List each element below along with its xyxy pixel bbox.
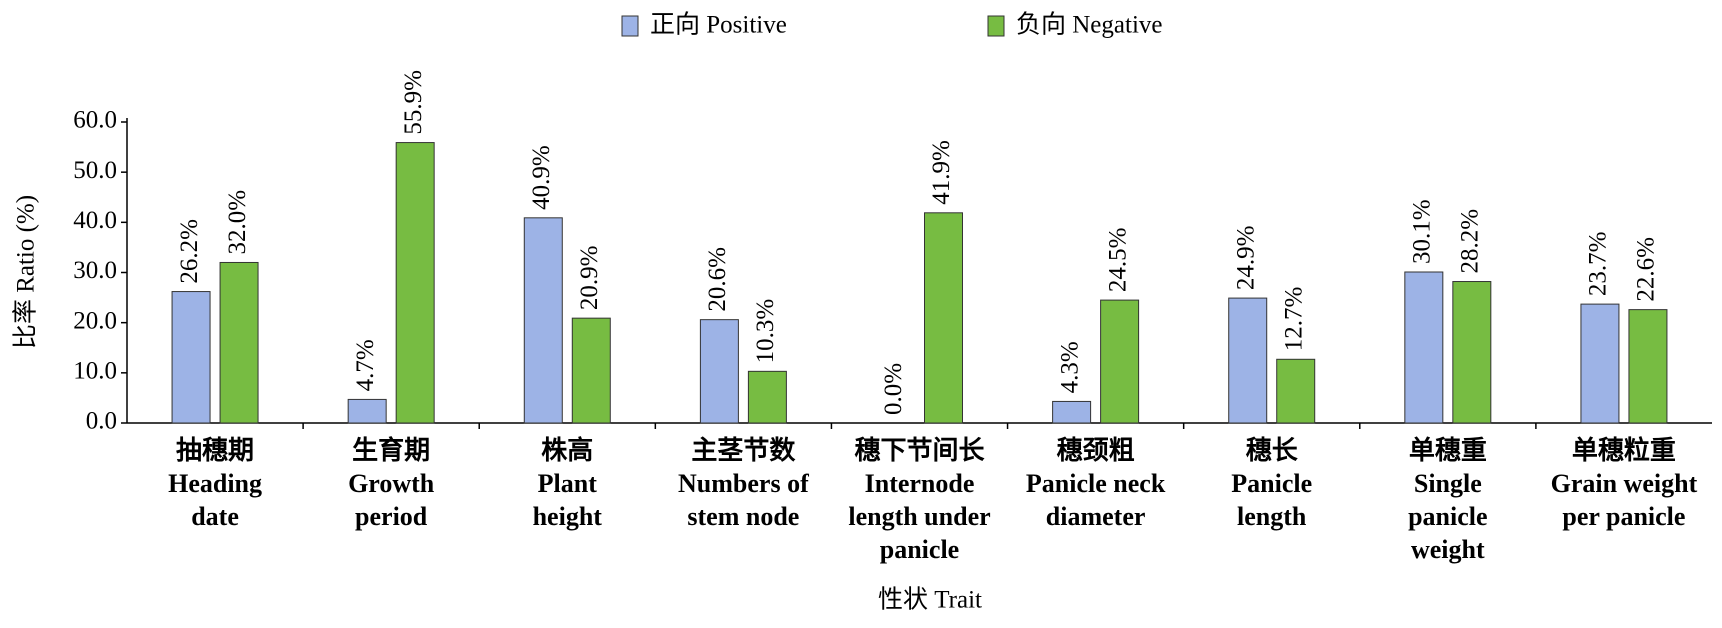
value-label: 22.6% [1633,237,1660,302]
x-tick-label: 穗下节间长 [854,436,985,465]
value-label: 24.9% [1232,226,1259,291]
y-tick-label: 40.0 [73,207,117,234]
bar [395,142,435,424]
x-tick-label: 抽穗期 [176,436,254,465]
value-label: 28.2% [1457,209,1484,274]
value-label: 23.7% [1585,232,1612,297]
x-tick-label: 株高 [541,435,593,465]
value-label: 41.9% [928,140,955,205]
x-axis-title: 性状 Trait [878,586,982,614]
legend-swatch [621,15,639,37]
x-tick-label: Single [1414,469,1482,498]
value-label: 55.9% [400,70,427,135]
x-tick-label: 单穗重 [1409,436,1487,465]
value-label: 12.7% [1280,287,1307,352]
bar [347,398,387,424]
value-label: 20.9% [576,246,603,311]
x-tick-label: panicle [1408,502,1487,531]
value-label: 40.9% [528,145,555,210]
x-tick-label: weight [1411,535,1485,564]
x-tick-label: Internode [865,469,975,498]
x-tick-label: length under [848,502,990,531]
y-tick-label: 20.0 [73,307,117,334]
x-tick-label: length [1237,502,1307,531]
x-tick-label: date [191,502,239,531]
bar [924,212,963,424]
value-label: 30.1% [1409,199,1436,264]
bar [1100,299,1140,424]
value-label: 26.2% [176,219,203,284]
bar [171,291,211,424]
bar [571,317,611,424]
x-tick-label: Panicle neck [1026,469,1166,498]
bar [1452,281,1492,424]
x-tick-label: 生育期 [352,435,430,465]
y-tick-label: 30.0 [73,257,117,284]
y-tick-label: 10.0 [73,358,117,385]
x-tick-label: period [355,502,428,531]
value-label: 4.7% [352,339,379,391]
bar [523,217,563,424]
legend-label: 正向 Positive [650,11,787,39]
value-label: 0.0% [880,363,907,415]
value-label: 32.0% [224,190,251,255]
x-tick-label: Plant [538,469,598,498]
bar [219,261,259,424]
x-tick-label: panicle [880,535,959,564]
x-tick-label: Heading [168,469,262,498]
x-tick-label: 穗长 [1246,436,1299,465]
bar [699,319,739,424]
x-tick-label: Growth [348,469,435,498]
x-tick-label: stem node [687,502,799,531]
value-label: 24.5% [1104,228,1131,293]
y-tick-label: 50.0 [73,157,117,184]
bar [1580,303,1620,424]
x-tick-label: 单穗粒重 [1572,435,1676,465]
x-tick-label: height [533,502,603,531]
x-tick-label: diameter [1046,502,1146,531]
x-tick-label: 主茎节数 [691,436,796,465]
bar [1404,271,1444,424]
x-tick-label: Numbers of [678,469,809,498]
y-tick-label: 60.0 [73,107,117,134]
x-tick-label: Grain weight [1551,469,1698,498]
x-tick-label: Panicle [1231,469,1312,498]
y-axis-title: 比率 Ratio (%) [12,195,40,349]
bar [1628,309,1668,424]
legend-label: 负向 Negative [1016,11,1163,39]
bar [747,370,787,424]
y-tick-label: 0.0 [86,408,117,435]
legend-swatch [987,15,1005,37]
x-tick-label: per panicle [1562,502,1685,531]
value-label: 10.3% [752,299,779,364]
value-label: 4.3% [1056,341,1083,393]
bar [1228,297,1268,424]
x-tick-label: 穗颈粗 [1057,436,1135,465]
bar [1276,358,1316,424]
bar [1052,400,1092,424]
value-label: 20.6% [704,247,731,312]
